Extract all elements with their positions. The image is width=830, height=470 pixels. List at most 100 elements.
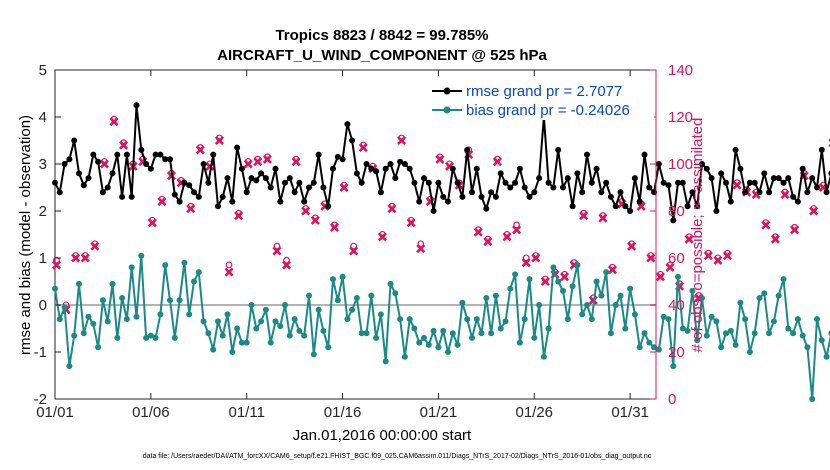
rmse-point: [310, 179, 317, 186]
bias-point: [531, 334, 538, 341]
obs-assimilated-marker: [473, 227, 483, 237]
bias-point: [301, 332, 308, 339]
bias-point: [540, 353, 547, 360]
rmse-point: [291, 189, 298, 196]
bias-point: [90, 320, 97, 327]
x-tick-label: 01/21: [420, 404, 458, 421]
rmse-point: [421, 175, 427, 182]
rmse-point: [157, 151, 164, 158]
obs-assimilated-stroke: [301, 206, 311, 216]
bias-point: [138, 252, 145, 259]
bias-point: [502, 318, 509, 325]
obs-assimilated-stroke: [665, 262, 675, 272]
rmse-point: [301, 198, 308, 205]
bias-point: [723, 330, 729, 337]
bias-point: [454, 341, 461, 348]
obs-assimilated-marker: [262, 154, 272, 164]
legend-rmse-label: rmse grand pr = 2.7077: [466, 83, 622, 100]
bias-point: [195, 269, 202, 276]
axes-group: -2 -1 0 1 2 3 4 5 0 20 40 60 80 100 120 140 01/01 01/06 01…: [34, 62, 693, 421]
bias-point: [809, 396, 816, 402]
rmse-point: [655, 161, 662, 167]
rmse-point: [617, 189, 624, 196]
obs-assimilated-stroke: [655, 272, 665, 282]
rmse-point: [449, 165, 456, 172]
rmse-point: [775, 175, 782, 182]
bias-point: [71, 332, 78, 339]
rmse-point: [799, 165, 806, 172]
bias-series-group: [52, 252, 830, 402]
obs-assimilated-marker: [770, 234, 780, 244]
obs-assimilated-stroke: [186, 204, 196, 214]
obs-assimilated-stroke: [291, 157, 301, 167]
rmse-point: [109, 170, 116, 177]
bias-point: [545, 325, 552, 332]
bias-point: [99, 297, 106, 304]
obs-assimilated-stroke: [770, 234, 780, 244]
legend-box: [428, 80, 654, 120]
obs-assimilated-stroke: [502, 232, 512, 242]
bias-point: [286, 332, 293, 339]
obs-assimilated-marker: [627, 241, 637, 251]
rmse-point: [325, 203, 332, 210]
x-tick-label: 01/01: [36, 404, 74, 421]
obs-assimilated-marker: [406, 218, 416, 228]
obs-assimilated-stroke: [387, 204, 397, 214]
obs-assimilated-stroke: [358, 143, 368, 153]
rmse-point: [152, 151, 159, 158]
bias-point: [104, 318, 111, 325]
rmse-point: [334, 153, 341, 160]
bias-point: [373, 334, 380, 341]
obs-assimilated-marker: [272, 246, 282, 256]
rmse-point: [373, 168, 380, 175]
bias-point: [133, 313, 140, 320]
rmse-point: [253, 177, 260, 184]
bias-point: [799, 332, 806, 339]
rmse-point: [215, 203, 221, 210]
bias-point: [612, 302, 619, 308]
rmse-point: [785, 175, 792, 182]
rmse-point: [612, 203, 619, 210]
bias-point: [756, 295, 763, 301]
bias-point: [598, 292, 605, 299]
y-left-tick-label: 2: [39, 203, 47, 220]
bias-point: [445, 349, 451, 355]
obs-assimilated-stroke: [109, 117, 119, 127]
rmse-point: [732, 146, 739, 153]
bias-point: [152, 334, 159, 341]
obs-assimilated-marker: [147, 218, 157, 228]
obs-assimilated-stroke: [406, 218, 416, 228]
obs-assimilated-marker: [387, 204, 397, 214]
rmse-point: [751, 179, 758, 186]
bias-point: [665, 316, 672, 323]
rmse-point: [723, 179, 729, 186]
bias-point: [708, 313, 715, 320]
obs-assimilated-marker: [310, 215, 320, 225]
bias-point: [574, 262, 581, 269]
bias-point: [775, 292, 782, 299]
rmse-point: [564, 175, 571, 182]
obs-assimilated-marker: [483, 237, 493, 247]
bias-point: [363, 330, 370, 337]
rmse-point: [607, 193, 614, 200]
obs-assimilated-marker: [703, 251, 713, 261]
rmse-point: [473, 165, 480, 172]
rmse-point: [205, 179, 212, 186]
obs-assimilated-marker: [358, 143, 368, 153]
bias-point: [459, 299, 466, 306]
obs-assimilated-marker: [531, 253, 541, 263]
rmse-point: [636, 198, 643, 205]
obs-possible-marker: [417, 240, 425, 248]
bias-point: [186, 311, 193, 318]
obs-assimilated-marker: [560, 272, 570, 282]
rmse-point: [114, 151, 121, 158]
rmse-point: [502, 179, 509, 186]
rmse-point: [377, 189, 384, 196]
obs-assimilated-stroke: [195, 145, 205, 155]
obs-assimilated-marker: [234, 211, 244, 221]
rmse-point: [770, 175, 777, 182]
bias-point: [497, 325, 504, 332]
rmse-point: [454, 179, 461, 186]
rmse-point: [306, 184, 312, 191]
obs-assimilated-marker: [377, 232, 387, 242]
